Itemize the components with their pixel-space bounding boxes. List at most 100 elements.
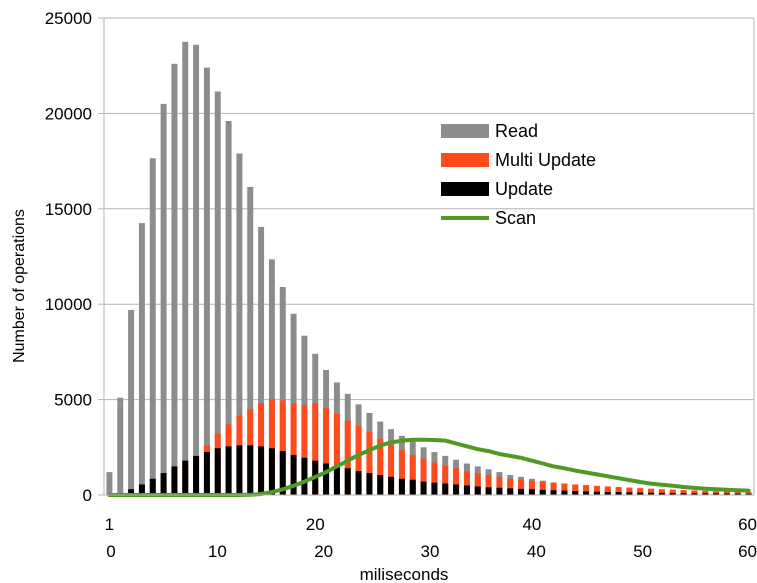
bar-read [138,223,145,496]
bar-update [128,489,135,495]
bar-update [258,446,265,495]
legend: Read Multi Update Update Scan [441,121,596,228]
bar-update [182,460,189,495]
x-tick-labels: 1 20 40 60 0 10 20 30 40 50 60 [105,515,757,561]
bar-update [355,471,362,495]
bar-update [626,492,633,495]
bar-update [648,492,655,495]
bar-update [333,466,340,495]
x-axis-title: miliseconds [360,565,449,583]
bar-update [496,487,503,495]
legend-swatch-multi-update [441,153,489,167]
bar-read [193,44,200,495]
y-tick-labels: 0 5000 10000 15000 20000 25000 [45,9,92,505]
bar-read [182,41,189,495]
legend-label: Scan [495,208,536,228]
bar-read [236,153,243,495]
bar-multi-update [745,491,752,495]
bar-update [247,445,254,495]
bar-multi-update [669,489,676,495]
bar-multi-update [658,489,665,495]
bar-update [658,492,665,495]
bar-update [138,484,145,495]
x-tick-label-bottom: 60 [738,542,757,561]
bar-read [117,397,124,495]
bar-update [713,493,720,495]
x-tick-label-bottom: 50 [633,542,652,561]
bar-update [669,493,676,495]
bar-multi-update [539,481,546,495]
bar-multi-update [626,487,633,495]
gridlines [104,17,754,496]
bar-multi-update [507,478,514,495]
bar-update [431,482,438,495]
bar-update [615,492,622,495]
bar-multi-update [431,462,438,495]
legend-label: Multi Update [495,150,596,170]
bar-multi-update [323,408,330,495]
bar-multi-update [366,432,373,495]
bar-read [171,63,178,496]
bar-update [593,491,600,495]
bar-update [236,445,243,495]
bar-update [193,455,200,495]
bar-read [225,121,232,496]
x-tick-label-bottom: 30 [421,542,440,561]
bar-update [745,493,752,495]
legend-swatch-read [441,124,489,138]
bar-update [518,488,525,495]
bar-update [377,474,384,495]
bar-update [268,448,275,495]
bar-update [474,486,481,495]
bar-multi-update [301,405,308,495]
y-tick-label: 25000 [45,9,92,28]
bar-update [420,481,427,495]
y-axis-title: Number of operations [11,209,28,363]
bar-multi-update [268,399,275,495]
bar-update [680,493,687,495]
bar-multi-update [463,471,470,495]
y-tick-label: 20000 [45,104,92,123]
bar-update [442,483,449,495]
bar-multi-update [388,444,395,495]
bar-multi-update [615,486,622,495]
bar-multi-update [377,438,384,495]
bar-update [301,457,308,495]
bar-update [225,446,232,495]
bar-update [214,448,221,495]
bar-update [366,473,373,495]
bar-multi-update [734,491,741,495]
bar-multi-update [333,413,340,495]
bar-update [453,484,460,495]
bar-multi-update [583,485,590,495]
bar-update [290,454,297,495]
x-tick-label-top: 60 [738,515,757,534]
bar-multi-update [561,483,568,495]
bar-update [561,490,568,495]
bar-multi-update [572,484,579,495]
y-tick-label: 15000 [45,200,92,219]
x-tick-label-bottom: 0 [106,542,115,561]
bar-multi-update [355,425,362,495]
x-tick-label-top: 1 [105,515,114,534]
y-tick-label: 10000 [45,295,92,314]
bar-read [128,309,135,495]
bar-multi-update [409,454,416,495]
bar-update [323,463,330,495]
bar-update [398,478,405,495]
y-tick-label: 5000 [54,391,92,410]
bars [106,41,752,496]
bar-multi-update [550,482,557,495]
bar-multi-update [593,485,600,495]
bar-update [279,451,286,495]
bar-update [149,478,156,495]
bar-multi-update [474,473,481,495]
bar-multi-update [648,488,655,495]
bar-multi-update [691,490,698,495]
x-tick-label-bottom: 10 [208,542,227,561]
bar-update [572,490,579,495]
bar-update [388,476,395,495]
bar-multi-update [442,465,449,495]
bar-read [106,472,113,495]
